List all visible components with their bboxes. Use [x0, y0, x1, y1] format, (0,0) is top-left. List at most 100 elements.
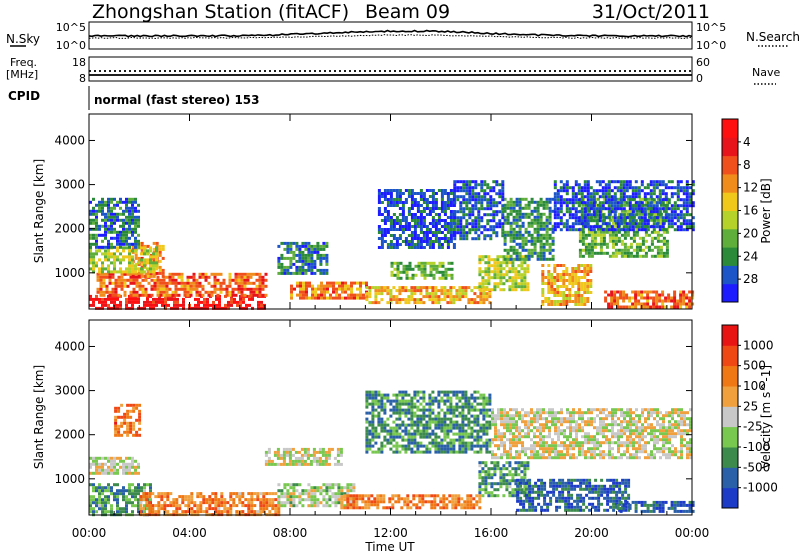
heatmap-cell [249, 287, 253, 291]
heatmap-cell [223, 504, 227, 508]
heatmap-cell [437, 213, 441, 216]
heatmap-cell [623, 251, 627, 255]
heatmap-cell [101, 203, 104, 207]
heatmap-cell [365, 286, 369, 290]
heatmap-cell [119, 258, 122, 262]
heatmap-cell [518, 218, 522, 222]
heatmap-cell [446, 237, 450, 240]
heatmap-cell [101, 498, 104, 502]
heatmap-cell [623, 230, 627, 234]
heatmap-cell [149, 270, 152, 274]
heatmap-cell [117, 275, 121, 279]
heatmap-cell [688, 219, 692, 223]
heatmap-cell [101, 465, 104, 469]
heatmap-cell [125, 203, 128, 207]
heatmap-cell [456, 222, 460, 226]
heatmap-cell [625, 222, 629, 226]
heatmap-cell [389, 228, 393, 231]
heatmap-cell [240, 287, 244, 291]
heatmap-cell [379, 494, 383, 498]
heatmap-cell [524, 239, 528, 243]
heatmap-cell [515, 221, 519, 225]
heatmap-cell [583, 180, 587, 184]
nave-label: Nave [752, 66, 780, 79]
heatmap-cell [486, 222, 490, 226]
heatmap-cell [679, 305, 683, 309]
heatmap-cell [89, 501, 92, 505]
heatmap-cell [134, 227, 137, 231]
heatmap-cell [377, 213, 381, 216]
heatmap-cell [587, 248, 591, 252]
heatmap-cell [273, 450, 277, 454]
heatmap-cell [673, 296, 677, 300]
heatmap-cell [580, 186, 584, 190]
heatmap-cell [119, 233, 122, 237]
heatmap-cell [410, 420, 414, 424]
heatmap-cell [601, 186, 605, 190]
heatmap-cell [416, 417, 420, 421]
heatmap-cell [460, 506, 464, 510]
heatmap-cell [503, 233, 507, 237]
heatmap-cell [410, 289, 414, 293]
heatmap-cell [526, 282, 530, 286]
heatmap-cell [380, 298, 384, 302]
heatmap-cell [486, 183, 490, 187]
heatmap-cell [509, 224, 513, 228]
heatmap-cell [521, 248, 525, 252]
heatmap-cell [214, 510, 218, 514]
heatmap-cell [446, 240, 450, 243]
heatmap-cell [105, 284, 109, 288]
heatmap-cell [586, 189, 590, 193]
heatmap-cell [548, 218, 552, 222]
heatmap-cell [466, 503, 470, 507]
heatmap-cell [177, 281, 181, 285]
heatmap-cell [506, 203, 510, 207]
heatmap-cell [380, 192, 384, 195]
heatmap-cell [545, 248, 549, 252]
heatmap-cell [362, 281, 365, 285]
heatmap-cell [419, 237, 423, 240]
heatmap-cell [456, 219, 460, 223]
heatmap-cell [628, 216, 632, 220]
heatmap-cell [595, 180, 599, 184]
heatmap-cell [340, 486, 344, 490]
heatmap-cell [604, 290, 608, 294]
heatmap-cell [243, 278, 247, 282]
heatmap-cell [89, 495, 92, 499]
heatmap-cell [514, 288, 518, 292]
heatmap-cell [207, 293, 211, 297]
heatmap-cell [125, 215, 128, 219]
heatmap-cell [451, 503, 455, 507]
heatmap-cell [484, 270, 488, 274]
heatmap-cell [156, 290, 160, 294]
heatmap-cell [325, 259, 329, 263]
heatmap-cell [371, 420, 375, 424]
heatmap-cell [665, 254, 669, 258]
heatmap-cell [446, 243, 450, 246]
heatmap-cell [220, 501, 224, 505]
heatmap-cell [282, 459, 286, 463]
colorbar-segment [722, 283, 738, 303]
heatmap-cell [434, 192, 438, 195]
heatmap-cell [649, 192, 653, 196]
heatmap-cell [146, 249, 149, 253]
heatmap-cell [104, 501, 107, 505]
heatmap-cell [659, 221, 663, 225]
heatmap-cell [539, 251, 543, 255]
heatmap-cell [682, 290, 686, 294]
heatmap-cell [580, 288, 584, 291]
heatmap-cell [670, 186, 674, 190]
heatmap-cell [110, 456, 113, 460]
heatmap-cell [374, 450, 378, 454]
heatmap-cell [203, 306, 206, 310]
freq-tick-high: 18 [72, 56, 86, 69]
heatmap-cell [295, 483, 299, 487]
heatmap-cell [89, 242, 92, 246]
heatmap-cell [307, 262, 311, 266]
heatmap-cell [691, 290, 695, 294]
heatmap-cell [489, 234, 493, 238]
heatmap-cell [631, 189, 635, 193]
heatmap-cell [679, 296, 683, 300]
heatmap-cell [398, 237, 402, 240]
heatmap-cell [556, 207, 560, 211]
